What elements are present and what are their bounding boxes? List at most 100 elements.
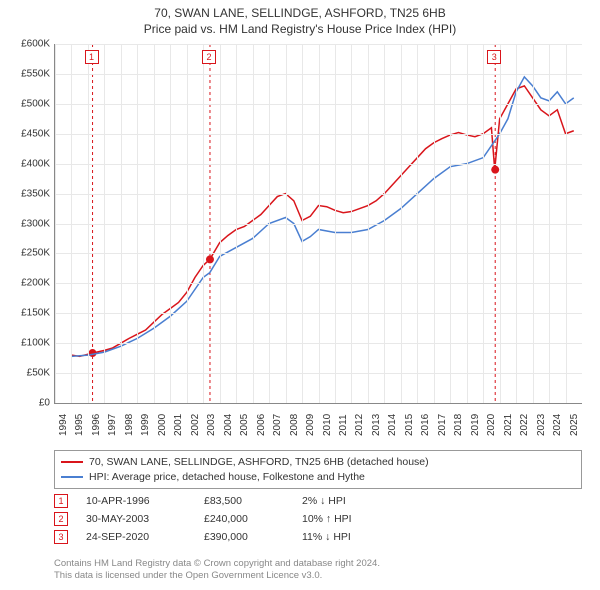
event-date: 24-SEP-2020 [86, 531, 186, 543]
ytick-label: £500K [6, 98, 50, 109]
series-property [71, 86, 573, 356]
xtick-label: 2024 [552, 414, 563, 436]
legend-swatch-hpi [61, 476, 83, 478]
event-price: £83,500 [204, 495, 284, 507]
gridline-v [368, 44, 369, 403]
xtick-label: 2025 [569, 414, 580, 436]
gridline-v [253, 44, 254, 403]
footer: Contains HM Land Registry data © Crown c… [54, 558, 582, 582]
gridline-v [335, 44, 336, 403]
event-date: 10-APR-1996 [86, 495, 186, 507]
gridline-v [434, 44, 435, 403]
legend-box: 70, SWAN LANE, SELLINDGE, ASHFORD, TN25 … [54, 450, 582, 489]
gridline-v [533, 44, 534, 403]
gridline-v [549, 44, 550, 403]
ytick-label: £100K [6, 338, 50, 349]
gridline-v [170, 44, 171, 403]
gridline-v [104, 44, 105, 403]
gridline-v [121, 44, 122, 403]
gridline-v [269, 44, 270, 403]
xtick-label: 1994 [58, 414, 69, 436]
xtick-label: 2005 [239, 414, 250, 436]
ytick-label: £250K [6, 248, 50, 259]
xtick-label: 2007 [272, 414, 283, 436]
gridline-v [55, 44, 56, 403]
page-title-line1: 70, SWAN LANE, SELLINDGE, ASHFORD, TN25 … [0, 6, 600, 22]
marker-label-1: 1 [85, 50, 99, 64]
gridline-v [417, 44, 418, 403]
ytick-label: £300K [6, 218, 50, 229]
ytick-label: £450K [6, 128, 50, 139]
xtick-label: 2021 [503, 414, 514, 436]
xtick-label: 2014 [387, 414, 398, 436]
footer-line1: Contains HM Land Registry data © Crown c… [54, 558, 582, 570]
chart-area [54, 44, 582, 404]
event-delta: 11% ↓ HPI [302, 531, 351, 543]
gridline-v [500, 44, 501, 403]
xtick-label: 2009 [305, 414, 316, 436]
event-delta: 10% ↑ HPI [302, 513, 352, 525]
gridline-v [384, 44, 385, 403]
gridline-v [319, 44, 320, 403]
gridline-v [401, 44, 402, 403]
xtick-label: 2013 [371, 414, 382, 436]
xtick-label: 2019 [470, 414, 481, 436]
gridline-v [137, 44, 138, 403]
event-delta: 2% ↓ HPI [302, 495, 346, 507]
legend-row-property: 70, SWAN LANE, SELLINDGE, ASHFORD, TN25 … [61, 455, 575, 470]
xtick-label: 2002 [190, 414, 201, 436]
xtick-label: 1999 [140, 414, 151, 436]
gridline-v [220, 44, 221, 403]
ytick-label: £150K [6, 308, 50, 319]
xtick-label: 1995 [74, 414, 85, 436]
footer-line2: This data is licensed under the Open Gov… [54, 570, 582, 582]
xtick-label: 1996 [91, 414, 102, 436]
event-row: 2 30-MAY-2003 £240,000 10% ↑ HPI [54, 512, 582, 526]
ytick-label: £350K [6, 188, 50, 199]
ytick-label: £50K [6, 368, 50, 379]
marker-label-3: 3 [487, 50, 501, 64]
gridline-v [187, 44, 188, 403]
ytick-label: £550K [6, 68, 50, 79]
legend-row-hpi: HPI: Average price, detached house, Folk… [61, 470, 575, 485]
xtick-label: 2023 [536, 414, 547, 436]
gridline-v [467, 44, 468, 403]
xtick-label: 2006 [256, 414, 267, 436]
xtick-label: 2000 [157, 414, 168, 436]
events-block: 1 10-APR-1996 £83,500 2% ↓ HPI 2 30-MAY-2003 £… [54, 494, 582, 548]
gridline-v [88, 44, 89, 403]
gridline-v [566, 44, 567, 403]
xtick-label: 2008 [289, 414, 300, 436]
legend-swatch-property [61, 461, 83, 463]
marker-label-2: 2 [202, 50, 216, 64]
page-title-line2: Price paid vs. HM Land Registry's House … [0, 22, 600, 38]
gridline-v [154, 44, 155, 403]
gridline-v [203, 44, 204, 403]
xtick-label: 2011 [338, 414, 349, 436]
event-marker: 3 [54, 530, 68, 544]
xtick-label: 2018 [453, 414, 464, 436]
event-row: 1 10-APR-1996 £83,500 2% ↓ HPI [54, 494, 582, 508]
legend-label-hpi: HPI: Average price, detached house, Folk… [89, 470, 365, 485]
gridline-v [236, 44, 237, 403]
legend-label-property: 70, SWAN LANE, SELLINDGE, ASHFORD, TN25 … [89, 455, 429, 470]
event-price: £240,000 [204, 513, 284, 525]
xtick-label: 2003 [206, 414, 217, 436]
xtick-label: 2017 [437, 414, 448, 436]
event-marker: 1 [54, 494, 68, 508]
xtick-label: 2012 [354, 414, 365, 436]
xtick-label: 2010 [322, 414, 333, 436]
gridline-v [516, 44, 517, 403]
gridline-v [351, 44, 352, 403]
event-date: 30-MAY-2003 [86, 513, 186, 525]
event-marker: 2 [54, 512, 68, 526]
series-hpi [71, 77, 573, 356]
xtick-label: 2015 [404, 414, 415, 436]
gridline-v [450, 44, 451, 403]
xtick-label: 2022 [519, 414, 530, 436]
gridline-v [302, 44, 303, 403]
ytick-label: £0 [6, 398, 50, 409]
gridline-v [286, 44, 287, 403]
event-row: 324-SEP-2020£390,00011% ↓ HPI [54, 530, 582, 544]
xtick-label: 1998 [124, 414, 135, 436]
